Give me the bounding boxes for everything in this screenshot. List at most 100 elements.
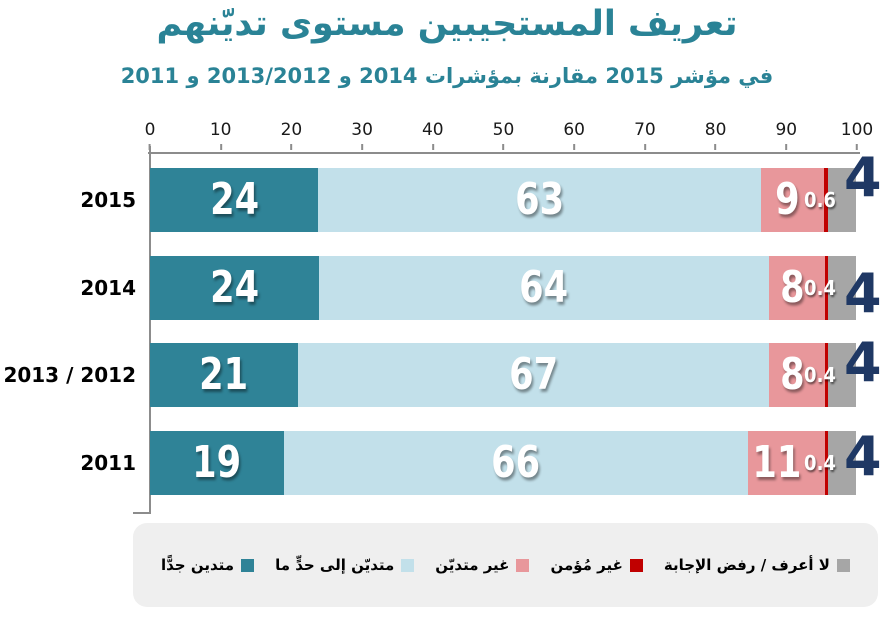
x-tick-mark-icon — [573, 144, 576, 151]
segment-value-label: 67 — [508, 349, 558, 400]
segment-value-label: 0.4 — [804, 450, 837, 475]
bar-segment-series-1: 64 — [318, 255, 769, 320]
bar-segment-series-3: 0.6 — [804, 168, 836, 232]
segment-value-label: 64 — [519, 261, 569, 313]
legend-swatch-icon — [401, 558, 415, 572]
bar-row-2011: 2011 19 66 11 0.4 4 — [80, 429, 882, 495]
bar-segment-series-2: 8 — [768, 343, 826, 407]
x-tick-10: 10 — [209, 120, 232, 151]
segment-value-label: 8 — [779, 261, 805, 313]
bar-segment-series-2: 11 — [747, 430, 826, 495]
legend-swatch-icon — [516, 558, 530, 572]
x-tick-30: 30 — [351, 120, 373, 151]
segment-value-label: 0.6 — [803, 188, 836, 212]
segment-value-label: 19 — [192, 436, 242, 488]
bar-segment-series-1: 66 — [283, 430, 748, 495]
legend-label: متديّن إلى حدٍّ ما — [275, 556, 395, 574]
x-tick-label: 100 — [840, 120, 874, 140]
bar-row-2015: 2015 24 63 9 0.6 4 — [80, 151, 882, 232]
bar-segment-series-1: 63 — [318, 168, 761, 232]
x-tick-80: 80 — [704, 120, 727, 151]
legend-item-2: غير متديّن — [435, 556, 530, 574]
x-axis-ticks: 0 10 20 30 40 50 60 70 80 90 100 — [145, 120, 873, 152]
x-tick-mark-icon — [361, 144, 364, 151]
legend-swatch-icon — [241, 558, 255, 572]
x-tick-40: 40 — [421, 120, 444, 151]
x-tick-mark-icon — [219, 144, 222, 151]
bar-segment-series-3: 0.4 — [804, 255, 836, 320]
bar-segment-series-0: 21 — [150, 343, 298, 407]
x-tick-70: 70 — [634, 120, 656, 151]
x-tick-mark-icon — [785, 144, 788, 151]
bar-segment-series-1: 67 — [297, 343, 769, 407]
legend-item-0: متدين جدًّا — [161, 556, 255, 574]
chart-title: تعريف المستجيبين مستوى تديّنهم — [156, 4, 738, 44]
legend-label: متدين جدًّا — [161, 556, 235, 574]
segment-value-label: 66 — [491, 436, 541, 488]
legend-label: غير مُؤمن — [550, 556, 623, 574]
stacked-bar: 21 67 8 0.4 — [150, 343, 856, 407]
segment-value-label: 4 — [844, 146, 882, 209]
bar-segment-series-3: 0.4 — [804, 430, 836, 495]
legend-label: لا أعرف / رفض الإجابة — [663, 556, 830, 574]
legend: متدين جدًّا متديّن إلى حدٍّ ما غير متديّن غ… — [133, 523, 878, 607]
segment-value-label: 63 — [514, 174, 564, 225]
x-tick-label: 20 — [280, 120, 303, 140]
x-tick-label: 60 — [563, 120, 586, 140]
bar-segment-series-4 — [827, 168, 856, 232]
category-label: 2013 / 2012 — [3, 363, 136, 387]
segment-value-label: 11 — [752, 436, 802, 488]
bar-segment-series-4 — [827, 255, 856, 320]
y-axis-line — [149, 146, 151, 514]
category-label: 2011 — [80, 450, 136, 475]
bar-row-2013/2012: 2013 / 2012 21 67 8 0.4 4 — [3, 336, 882, 407]
bar-segment-series-2: 9 — [760, 168, 824, 232]
x-tick-mark-icon — [431, 144, 434, 151]
x-tick-50: 50 — [492, 120, 515, 151]
x-tick-90: 90 — [775, 120, 798, 151]
bar-segment-series-2: 8 — [768, 255, 826, 320]
x-tick-mark-icon — [714, 144, 717, 151]
x-tick-label: 50 — [492, 120, 515, 140]
segment-value-label: 8 — [779, 349, 805, 400]
segment-value-label: 24 — [209, 174, 259, 225]
segment-value-label: 21 — [199, 349, 249, 400]
segment-value-label: 0.4 — [804, 275, 837, 300]
bar-segment-series-3: 0.4 — [804, 343, 836, 407]
x-tick-label: 40 — [421, 120, 444, 140]
stacked-bar: 24 64 8 0.4 — [150, 255, 856, 320]
x-tick-label: 80 — [704, 120, 727, 140]
bar-row-2014: 2014 24 64 8 0.4 4 — [80, 255, 882, 320]
bar-segment-series-0: 19 — [150, 430, 284, 495]
x-tick-20: 20 — [280, 120, 303, 151]
x-tick-mark-icon — [502, 144, 505, 151]
y-axis-foot-tick — [133, 512, 150, 514]
category-label: 2015 — [80, 188, 136, 212]
legend-swatch-icon — [629, 558, 643, 572]
x-tick-100: 100 — [840, 120, 874, 151]
bar-segment-series-0: 24 — [150, 168, 319, 232]
chart-subtitle: في مؤشر 2015 مقارنة بمؤشرات 2014 و 2013/… — [120, 64, 774, 88]
plot-area: 2015 24 63 9 0.6 4 2014 24 64 8 0.4 4 2013 / 2012 21 6… — [3, 151, 882, 518]
category-label: 2014 — [80, 275, 136, 300]
legend-swatch-icon — [836, 558, 850, 572]
x-tick-label: 10 — [209, 120, 232, 140]
x-tick-label: 90 — [775, 120, 798, 140]
legend-item-3: غير مُؤمن — [550, 556, 643, 574]
segment-value-label: 4 — [844, 331, 882, 394]
bar-segment-series-4 — [827, 430, 856, 495]
legend-item-1: متديّن إلى حدٍّ ما — [275, 556, 415, 574]
x-axis-line — [148, 152, 860, 154]
legend-label: غير متديّن — [435, 556, 510, 574]
bar-segment-series-4 — [827, 343, 856, 407]
bar-segment-series-0: 24 — [150, 255, 319, 320]
segment-value-label: 9 — [774, 174, 800, 225]
x-tick-mark-icon — [290, 144, 293, 151]
segment-value-label: 24 — [209, 261, 259, 313]
stacked-bar: 19 66 11 0.4 — [150, 430, 856, 495]
x-tick-label: 30 — [351, 120, 373, 140]
x-tick-label: 0 — [144, 120, 156, 140]
x-tick-label: 70 — [634, 120, 656, 140]
stacked-bar: 24 63 9 0.6 — [150, 168, 856, 232]
segment-value-label: 4 — [844, 261, 882, 325]
